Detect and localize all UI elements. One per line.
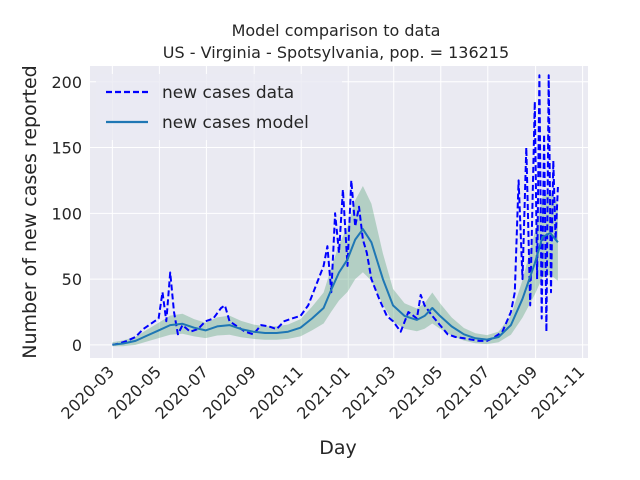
y-axis-label: Number of new cases reported	[19, 65, 41, 358]
y-tick-label: 100	[51, 204, 82, 223]
y-tick-label: 50	[62, 270, 82, 289]
legend: new cases data new cases model	[96, 74, 342, 140]
x-axis-label: Day	[319, 437, 357, 459]
series-layer	[112, 74, 559, 346]
x-tick-labels: 2020-032020-052020-072020-092020-112021-…	[57, 362, 588, 423]
series-line-new-cases-data	[112, 74, 559, 346]
model-band	[112, 186, 558, 347]
chart-title-line-1: Model comparison to data	[232, 21, 441, 40]
y-tick-label: 200	[51, 73, 82, 92]
legend-box	[96, 74, 342, 140]
y-tick-label: 0	[72, 336, 82, 355]
y-tick-label: 150	[51, 139, 82, 158]
chart-title-line-2: US - Virginia - Spotsylvania, pop. = 136…	[163, 43, 509, 62]
legend-label-data: new cases data	[162, 83, 294, 103]
legend-label-model: new cases model	[162, 113, 309, 133]
series-line-new-cases-model	[112, 228, 559, 346]
model-ensemble-band	[112, 186, 558, 347]
y-tick-labels: 0 50 100 150 200	[51, 73, 82, 355]
